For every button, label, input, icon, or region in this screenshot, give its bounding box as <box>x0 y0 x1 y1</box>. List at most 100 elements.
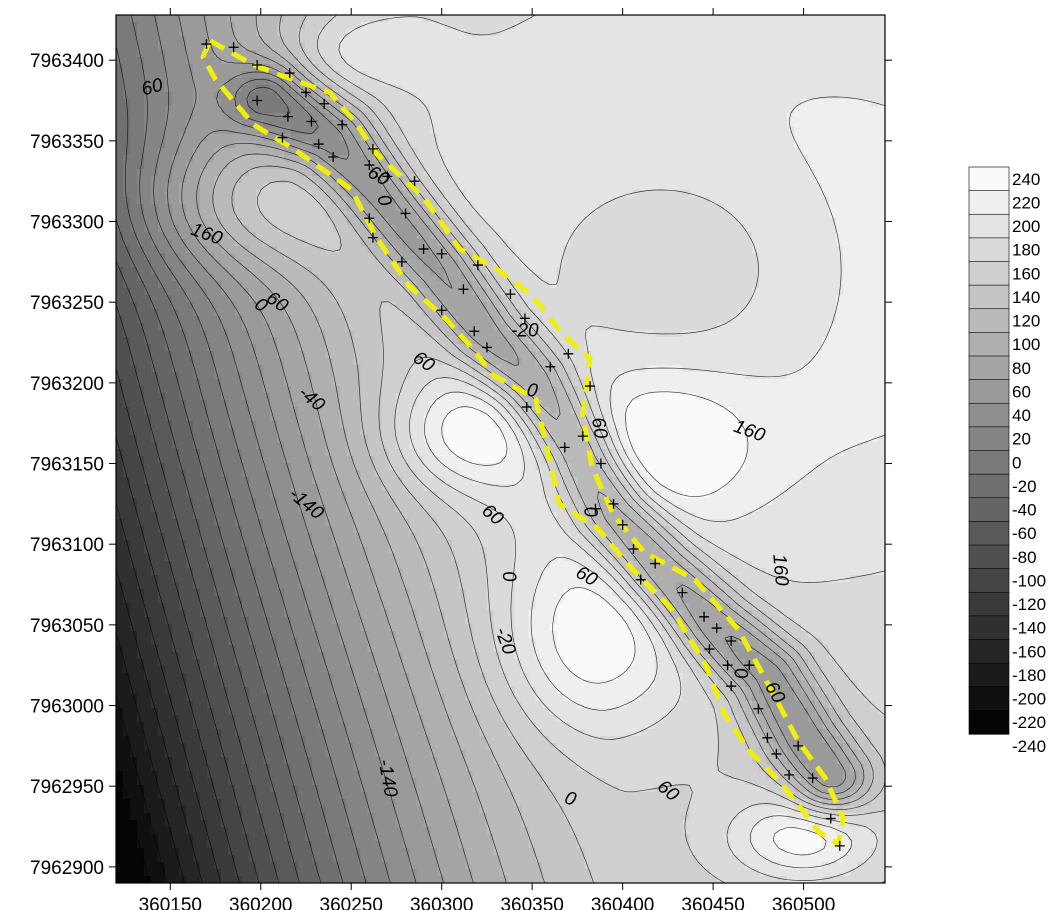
contour-cell <box>452 71 460 79</box>
contour-cell <box>431 225 439 233</box>
contour-cell <box>619 274 627 282</box>
contour-cell <box>787 162 795 170</box>
contour-cell <box>130 57 138 65</box>
contour-cell <box>808 50 816 58</box>
contour-cell <box>277 274 285 282</box>
contour-cell <box>480 29 488 37</box>
contour-cell <box>235 15 243 23</box>
contour-cell <box>480 267 488 275</box>
contour-cell <box>347 162 355 170</box>
contour-cell <box>417 260 425 268</box>
contour-cell <box>494 43 502 51</box>
contour-cell <box>822 22 830 30</box>
contour-cell <box>186 127 194 135</box>
contour-cell <box>703 134 711 142</box>
contour-cell <box>871 211 879 219</box>
contour-cell <box>843 288 851 296</box>
contour-cell <box>256 15 264 23</box>
contour-cell <box>563 288 571 296</box>
contour-cell <box>480 127 488 135</box>
contour-cell <box>696 71 704 79</box>
contour-cell <box>871 267 879 275</box>
contour-cell <box>487 134 495 142</box>
contour-cell <box>745 183 753 191</box>
contour-cell <box>514 36 522 44</box>
contour-cell <box>668 120 676 128</box>
contour-cell <box>445 99 453 107</box>
contour-cell <box>661 260 669 268</box>
contour-cell <box>815 15 823 23</box>
contour-cell <box>661 92 669 100</box>
contour-cell <box>466 232 474 240</box>
contour-cell <box>494 127 502 135</box>
contour-cell <box>759 141 767 149</box>
contour-cell <box>123 92 131 100</box>
contour-cell <box>605 127 613 135</box>
contour-cell <box>382 302 390 310</box>
contour-cell <box>640 253 648 261</box>
contour-cell <box>445 183 453 191</box>
contour-cell <box>403 204 411 212</box>
contour-cell <box>696 134 704 142</box>
contour-cell <box>584 204 592 212</box>
contour-cell <box>151 288 159 296</box>
contour-cell <box>787 211 795 219</box>
contour-cell <box>808 225 816 233</box>
contour-cell <box>738 211 746 219</box>
contour-cell <box>836 57 844 65</box>
contour-cell <box>319 57 327 65</box>
contour-cell <box>466 57 474 65</box>
contour-cell <box>179 85 187 93</box>
contour-cell <box>480 141 488 149</box>
contour-cell <box>347 190 355 198</box>
contour-cell <box>731 36 739 44</box>
contour-cell <box>130 274 138 282</box>
contour-cell <box>801 29 809 37</box>
contour-cell <box>647 36 655 44</box>
contour-cell <box>780 197 788 205</box>
contour-cell <box>563 190 571 198</box>
contour-cell <box>752 15 760 23</box>
contour-cell <box>473 218 481 226</box>
contour-cell <box>836 127 844 135</box>
contour-cell <box>696 85 704 93</box>
contour-cell <box>717 36 725 44</box>
contour-cell <box>487 218 495 226</box>
contour-cell <box>654 225 662 233</box>
contour-cell <box>626 57 634 65</box>
contour-cell <box>605 260 613 268</box>
contour-cell <box>850 232 858 240</box>
contour-cell <box>815 113 823 121</box>
contour-cell <box>864 281 872 289</box>
contour-cell <box>577 302 585 310</box>
contour-cell <box>696 22 704 30</box>
contour-cell <box>521 78 529 86</box>
contour-cell <box>333 120 341 128</box>
contour-cell <box>130 92 138 100</box>
contour-cell <box>528 29 536 37</box>
contour-cell <box>850 253 858 261</box>
contour-cell <box>787 267 795 275</box>
contour-cell <box>710 106 718 114</box>
contour-cell <box>151 183 159 191</box>
contour-cell <box>668 183 676 191</box>
contour-cell <box>857 274 865 282</box>
contour-cell <box>284 225 292 233</box>
contour-cell <box>871 85 879 93</box>
contour-cell <box>591 50 599 58</box>
contour-cell <box>312 309 320 317</box>
contour-cell <box>556 106 564 114</box>
contour-cell <box>445 85 453 93</box>
contour-cell <box>333 274 341 282</box>
contour-cell <box>410 134 418 142</box>
contour-cell <box>619 71 627 79</box>
contour-cell <box>871 316 879 324</box>
contour-cell <box>724 162 732 170</box>
contour-cell <box>668 85 676 93</box>
contour-cell <box>682 239 690 247</box>
contour-cell <box>445 288 453 296</box>
contour-cell <box>794 120 802 128</box>
contour-cell <box>354 50 362 58</box>
contour-cell <box>514 162 522 170</box>
contour-cell <box>249 183 257 191</box>
